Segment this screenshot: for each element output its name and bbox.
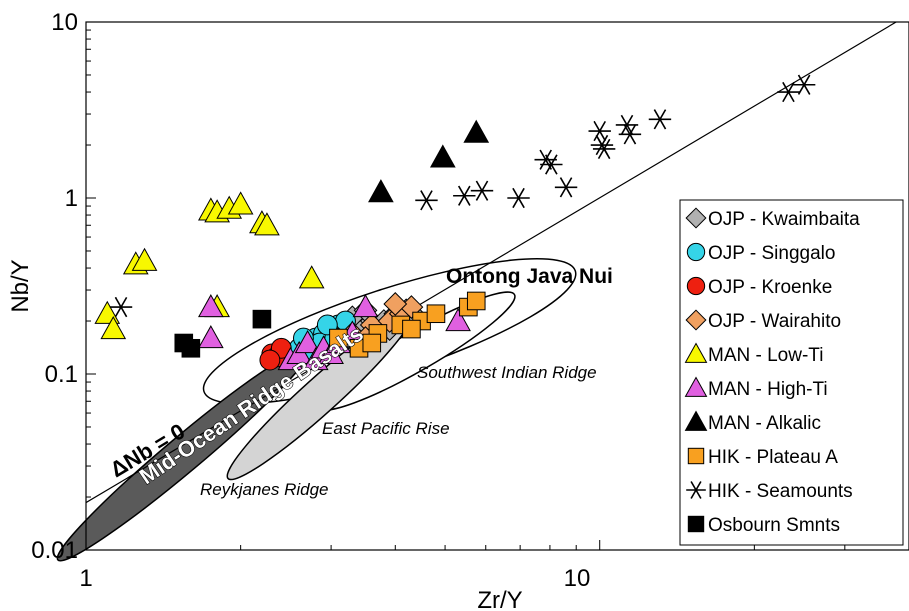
legend-marker-ojp-kroenke bbox=[686, 276, 706, 296]
legend-marker-man-low-ti bbox=[684, 342, 708, 363]
legend-marker-man-alkalic bbox=[684, 410, 708, 431]
series-ojp-kroenke bbox=[259, 337, 292, 371]
data-point-man-low-ti bbox=[94, 300, 121, 324]
y-tick-label-0-01: 0.01 bbox=[31, 537, 78, 564]
series-man-alkalic bbox=[368, 119, 490, 203]
legend-item-man-low-ti: MAN - Low-Ti bbox=[684, 342, 823, 366]
series-man-low-ti bbox=[94, 191, 325, 340]
data-point-man-low-ti bbox=[227, 191, 254, 215]
data-point-ojp-wairahito bbox=[383, 292, 408, 316]
legend-marker-hik-plateau-a bbox=[687, 447, 705, 465]
legend-label-ojp-singgalo: OJP - Singgalo bbox=[708, 243, 835, 264]
data-point-hik-plateau-a bbox=[362, 333, 382, 353]
data-point-osbourn-smnts bbox=[181, 338, 201, 358]
data-point-man-low-ti bbox=[131, 247, 158, 271]
y-tick-label-0-1: 0.1 bbox=[45, 361, 78, 388]
legend-marker-ojp-wairahito bbox=[685, 309, 707, 331]
east-pacific-rise-label: East Pacific Rise bbox=[322, 419, 450, 438]
data-point-man-low-ti bbox=[100, 316, 127, 340]
data-point-hik-seamounts bbox=[615, 114, 639, 136]
data-point-hik-seamounts bbox=[534, 149, 557, 170]
legend-item-ojp-kroenke: OJP - Kroenke bbox=[686, 276, 832, 298]
data-point-hik-seamounts bbox=[453, 185, 476, 206]
legend-label-man-high-ti: MAN - High-Ti bbox=[708, 379, 828, 400]
legend-label-osbourn-smnts: Osbourn Smnts bbox=[708, 515, 840, 536]
series-hik-seamounts bbox=[109, 74, 816, 318]
legend-item-man-alkalic: MAN - Alkalic bbox=[684, 410, 821, 434]
legend-label-man-alkalic: MAN - Alkalic bbox=[708, 413, 821, 434]
data-point-hik-plateau-a bbox=[466, 291, 486, 311]
data-point-hik-seamounts bbox=[588, 120, 611, 142]
legend-marker-hik-seamounts bbox=[686, 481, 706, 499]
legend: OJP - Kwaimbaita OJP - Singgalo OJP - Kroe… bbox=[679, 199, 904, 546]
data-point-man-alkalic bbox=[368, 179, 394, 203]
legend-marker-ojp-singgalo bbox=[686, 242, 706, 262]
data-point-man-high-ti bbox=[294, 329, 321, 354]
delta-nb-zero-line bbox=[86, 22, 898, 504]
legend-marker-ojp-kwaimbaita bbox=[685, 207, 707, 229]
reykjanes-ridge-label: Reykjanes Ridge bbox=[200, 480, 329, 499]
legend-marker-osbourn-smnts bbox=[687, 515, 705, 533]
legend-item-hik-seamounts: HIK - Seamounts bbox=[686, 481, 853, 502]
y-axis-label: Nb/Y bbox=[7, 259, 34, 312]
x-tick-label-10: 10 bbox=[564, 565, 591, 592]
data-point-hik-seamounts bbox=[507, 187, 530, 209]
x-axis-label: Zr/Y bbox=[477, 587, 522, 611]
data-point-man-high-ti bbox=[198, 325, 224, 349]
legend-item-hik-plateau-a: HIK - Plateau A bbox=[687, 447, 838, 468]
data-point-hik-seamounts bbox=[415, 190, 438, 211]
data-point-ojp-kroenke bbox=[259, 349, 281, 371]
legend-label-hik-seamounts: HIK - Seamounts bbox=[708, 481, 853, 502]
data-point-hik-seamounts bbox=[540, 154, 563, 175]
axes-layer: 10 1 0.1 0.01 1 10 Zr/Y Nb/Y bbox=[7, 9, 909, 611]
data-point-man-alkalic bbox=[463, 119, 490, 143]
data-point-man-alkalic bbox=[429, 144, 456, 168]
legend-item-ojp-singgalo: OJP - Singgalo bbox=[686, 242, 835, 264]
plot-frame bbox=[85, 21, 909, 551]
data-point-man-high-ti bbox=[198, 294, 224, 318]
series-osbourn-smnts bbox=[174, 309, 272, 358]
data-point-hik-seamounts bbox=[592, 138, 616, 160]
legend-label-ojp-kwaimbaita: OJP - Kwaimbaita bbox=[708, 209, 860, 230]
data-point-osbourn-smnts bbox=[252, 309, 272, 329]
series-hik-plateau-a bbox=[329, 291, 486, 358]
data-point-hik-seamounts bbox=[109, 296, 133, 318]
data-point-man-high-ti bbox=[445, 307, 471, 332]
data-point-hik-seamounts bbox=[618, 124, 642, 145]
y-tick-label-10: 10 bbox=[51, 9, 78, 36]
data-point-hik-plateau-a bbox=[329, 328, 348, 348]
data-point-hik-plateau-a bbox=[402, 319, 421, 339]
x-tick-label-1: 1 bbox=[79, 565, 92, 592]
y-tick-label-1: 1 bbox=[65, 185, 78, 212]
legend-box bbox=[679, 199, 904, 546]
data-point-man-low-ti bbox=[298, 265, 325, 289]
data-point-hik-seamounts bbox=[470, 180, 494, 201]
southwest-indian-ridge-label: Southwest Indian Ridge bbox=[417, 363, 597, 382]
legend-item-man-high-ti: MAN - High-Ti bbox=[684, 376, 828, 400]
legend-marker-man-high-ti bbox=[684, 376, 708, 397]
points-layer bbox=[94, 74, 816, 371]
data-point-hik-seamounts bbox=[648, 109, 672, 130]
legend-label-ojp-kroenke: OJP - Kroenke bbox=[708, 277, 832, 298]
legend-label-ojp-wairahito: OJP - Wairahito bbox=[708, 311, 841, 332]
legend-label-man-low-ti: MAN - Low-Ti bbox=[708, 345, 823, 366]
legend-label-hik-plateau-a: HIK - Plateau A bbox=[708, 447, 838, 468]
legend-item-ojp-wairahito: OJP - Wairahito bbox=[685, 309, 841, 332]
data-point-man-low-ti bbox=[254, 212, 280, 236]
data-point-hik-seamounts bbox=[554, 177, 578, 198]
data-point-man-high-ti bbox=[352, 294, 379, 318]
legend-item-osbourn-smnts: Osbourn Smnts bbox=[687, 515, 840, 536]
data-point-hik-seamounts bbox=[792, 74, 816, 95]
legend-item-ojp-kwaimbaita: OJP - Kwaimbaita bbox=[685, 207, 860, 230]
data-point-hik-plateau-a bbox=[426, 304, 446, 324]
reference-line-layer bbox=[86, 22, 898, 504]
ontong-java-nui-label: Ontong Java Nui bbox=[446, 265, 613, 288]
data-point-hik-seamounts bbox=[777, 81, 800, 103]
